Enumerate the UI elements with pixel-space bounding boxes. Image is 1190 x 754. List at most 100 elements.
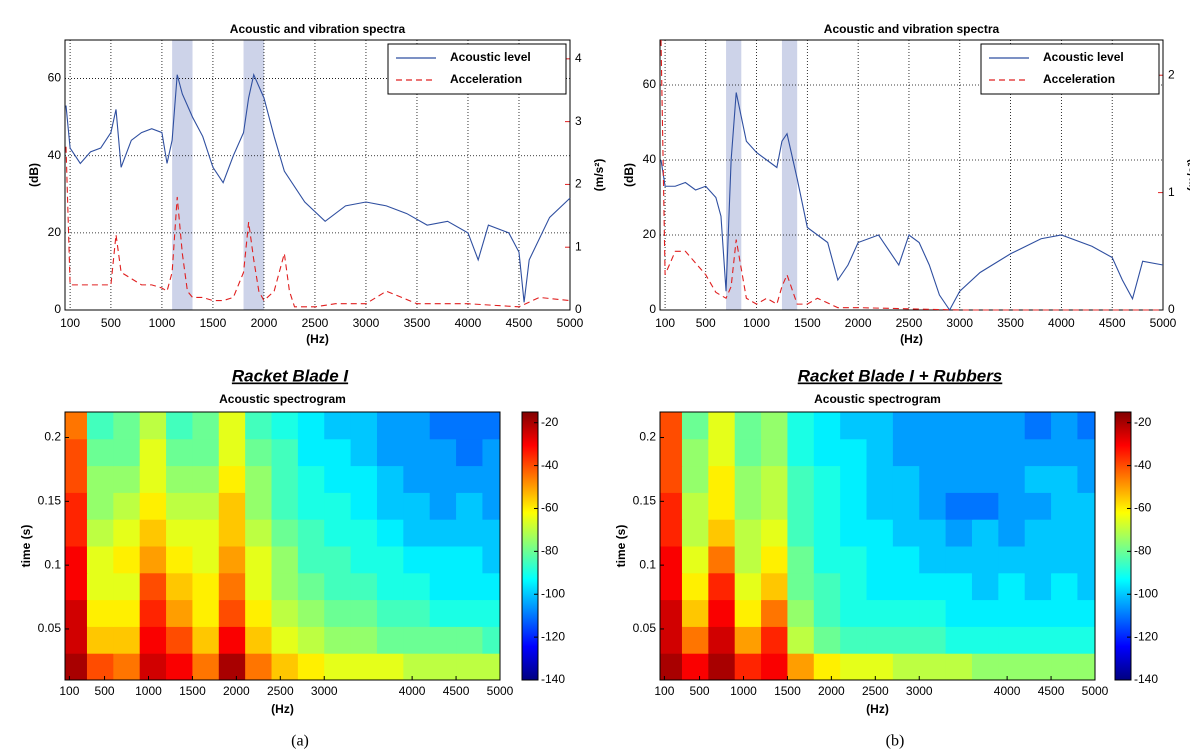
heatmap-cell [998, 465, 1026, 493]
heatmap-cell [1051, 599, 1078, 627]
heatmap-cell [271, 572, 299, 601]
legend-label: Acceleration [450, 72, 522, 86]
heatmap-cell [482, 546, 501, 574]
heatmap-cell [166, 519, 193, 547]
heatmap-cell [139, 572, 167, 601]
y2-tick-label: 1 [1168, 185, 1175, 199]
heatmap-cell [245, 438, 273, 467]
colorbar-tick-label: -100 [1134, 586, 1158, 600]
chart-title: Acoustic and vibration spectra [824, 22, 1000, 36]
chart-title: Acoustic spectrogram [814, 392, 941, 406]
heatmap-cell [734, 519, 762, 547]
heatmap-cell [1077, 599, 1096, 627]
heatmap-cell [139, 519, 167, 547]
heatmap-cell [660, 572, 683, 601]
heatmap-cell [1077, 653, 1096, 681]
heatmap-cell [660, 546, 683, 574]
heatmap-cell [482, 465, 501, 493]
heatmap-cell [245, 492, 273, 520]
x-tick-label: 4500 [1038, 684, 1065, 698]
heatmap-cell [840, 572, 868, 601]
heatmap-cell [456, 599, 483, 627]
heatmap-cell [65, 519, 88, 547]
heatmap-cell [139, 412, 167, 440]
heatmap-cell [65, 465, 88, 493]
heatmap-cell [708, 412, 736, 440]
colorbar-tick-label: -140 [541, 672, 565, 686]
heatmap-cell [945, 572, 973, 601]
heatmap-cell [681, 465, 709, 493]
heatmap-cell [218, 519, 246, 547]
y-tick-label: 0.15 [38, 494, 62, 508]
heatmap-cell [403, 519, 431, 547]
heatmap-cell [892, 546, 920, 574]
heatmap-cell [813, 465, 841, 493]
heatmap-cell [245, 465, 273, 493]
plot-frame [659, 39, 1164, 311]
heatmap-cell [324, 626, 352, 654]
heatmap-cell [456, 492, 483, 520]
heatmap-cell [971, 519, 999, 547]
heatmap-cell [971, 465, 999, 493]
y-axis-label: time (s) [614, 525, 628, 568]
heatmap-cell [998, 626, 1026, 654]
heatmap-cell [681, 492, 709, 520]
series-line [65, 72, 571, 303]
heatmap-cell [660, 465, 683, 493]
y-tick-label: 0.1 [639, 557, 656, 571]
y2-tick-label: 0 [1168, 302, 1175, 316]
heatmap-cell [192, 412, 220, 440]
heatmap-cell [403, 465, 431, 493]
heatmap-cell [376, 519, 404, 547]
heatmap-cell [813, 626, 841, 654]
heatmap-cell [787, 546, 815, 574]
colorbar-tick-label: -60 [541, 501, 559, 515]
heatmap-cell [1051, 572, 1078, 601]
heatmap-cell [840, 412, 868, 440]
heatmap-cell [708, 519, 736, 547]
heatmap-cell [761, 546, 788, 574]
heatmap-cell [456, 465, 483, 493]
heatmap-cell [376, 546, 404, 574]
legend-label: Acoustic level [1043, 50, 1124, 64]
x-tick-label: 3500 [404, 316, 431, 330]
heatmap-cell [787, 519, 815, 547]
heatmap-cell [166, 546, 193, 574]
heatmap-cell [734, 438, 762, 467]
heatmap-cell [86, 412, 114, 440]
heatmap-cell [787, 492, 815, 520]
heatmap-cell [324, 465, 352, 493]
heatmap-cell [297, 572, 325, 601]
x-tick-label: 3000 [311, 684, 338, 698]
x-tick-label: 100 [59, 684, 79, 698]
heatmap-cell [113, 492, 141, 520]
panel-heading: Racket Blade I + Rubbers [798, 366, 1003, 385]
x-tick-label: 5000 [1150, 316, 1177, 330]
heatmap-cell [429, 546, 457, 574]
heatmap-cell [482, 599, 501, 627]
heatmap-cell [192, 492, 220, 520]
heatmap-cell [813, 438, 841, 467]
heatmap-cell [376, 465, 404, 493]
colorbar-tick-label: -140 [1134, 672, 1158, 686]
heatmap-cell [813, 412, 841, 440]
heatmap-cell [919, 546, 947, 574]
heatmap-cell [892, 492, 920, 520]
heatmap-cell [139, 653, 167, 681]
heatmap-cell [350, 492, 378, 520]
heatmap-cell [113, 438, 141, 467]
heatmap-cell [1077, 465, 1096, 493]
heatmap-cell [429, 572, 457, 601]
legend-box [387, 43, 567, 95]
heatmap-cell [350, 412, 378, 440]
heatmap-cell [429, 492, 457, 520]
heatmap-cell [708, 465, 736, 493]
heatmap-cell [65, 653, 88, 681]
heatmap-cell [139, 626, 167, 654]
heatmap-cell [456, 653, 483, 681]
heatmap-cell [998, 412, 1026, 440]
heatmap-cell [166, 626, 193, 654]
heatmap-cell [787, 653, 815, 681]
heatmap-cell [866, 626, 894, 654]
heatmap-cell [892, 653, 920, 681]
